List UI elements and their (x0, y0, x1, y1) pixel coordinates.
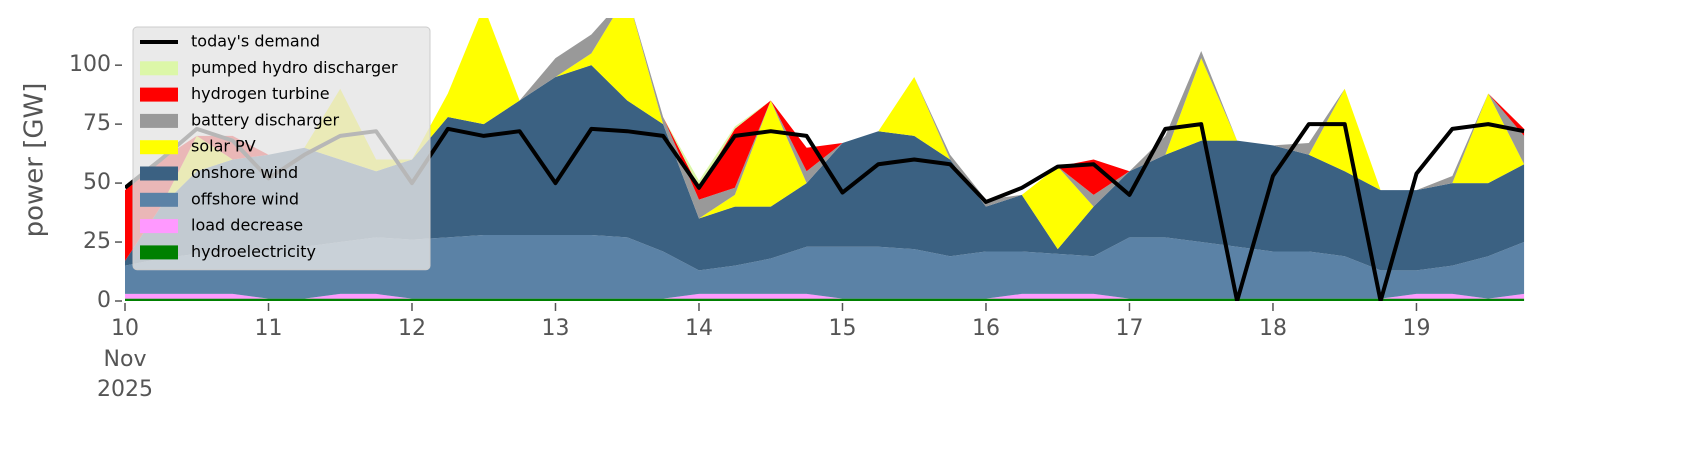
y-tick-label: 0 (97, 288, 111, 313)
y-axis-label: power [GW] (20, 83, 50, 238)
legend-label: offshore wind (191, 189, 299, 208)
legend-label: load decrease (191, 216, 303, 235)
legend-label: pumped hydro discharger (191, 58, 398, 77)
legend-label: onshore wind (191, 163, 298, 182)
legend-label: solar PV (191, 137, 256, 156)
legend-swatch (140, 245, 178, 260)
y-tick-label: 25 (83, 229, 111, 254)
x-tick-label: 15 (828, 316, 856, 341)
x-tick-label: 10 (111, 316, 139, 341)
x-tick-label: 16 (972, 316, 1000, 341)
legend-swatch (140, 140, 178, 155)
legend-label: hydroelectricity (191, 242, 316, 261)
x-tick-label: 17 (1115, 316, 1143, 341)
x-tick-label: 19 (1402, 316, 1430, 341)
area (125, 18, 1525, 261)
legend-box (132, 26, 431, 271)
legend-swatch (140, 61, 178, 76)
y-tick-label: 50 (83, 170, 111, 195)
area (125, 298, 1525, 301)
x-tick-label: 11 (254, 316, 282, 341)
legend-label: hydrogen turbine (191, 84, 330, 103)
legend-label: today's demand (191, 32, 320, 51)
area (125, 293, 1525, 299)
legend-swatch (140, 219, 178, 234)
x-tick-label: 18 (1259, 316, 1287, 341)
legend-swatch (140, 113, 178, 128)
legend: today's demand pumped hydro discharger hyd… (132, 26, 431, 271)
y-tick-label: 75 (83, 111, 111, 136)
x-tick-label: 12 (398, 316, 426, 341)
x-tick-label: 14 (685, 316, 713, 341)
x-tick-label: 13 (541, 316, 569, 341)
year-label: 2025 (97, 377, 153, 402)
legend-swatch (140, 192, 178, 207)
legend-swatch (140, 87, 178, 102)
legend-swatch (140, 166, 178, 181)
area (125, 234, 1525, 299)
y-tick-label: 100 (69, 52, 111, 77)
legend-label: battery discharger (191, 110, 339, 129)
month-label: Nov (104, 347, 147, 372)
